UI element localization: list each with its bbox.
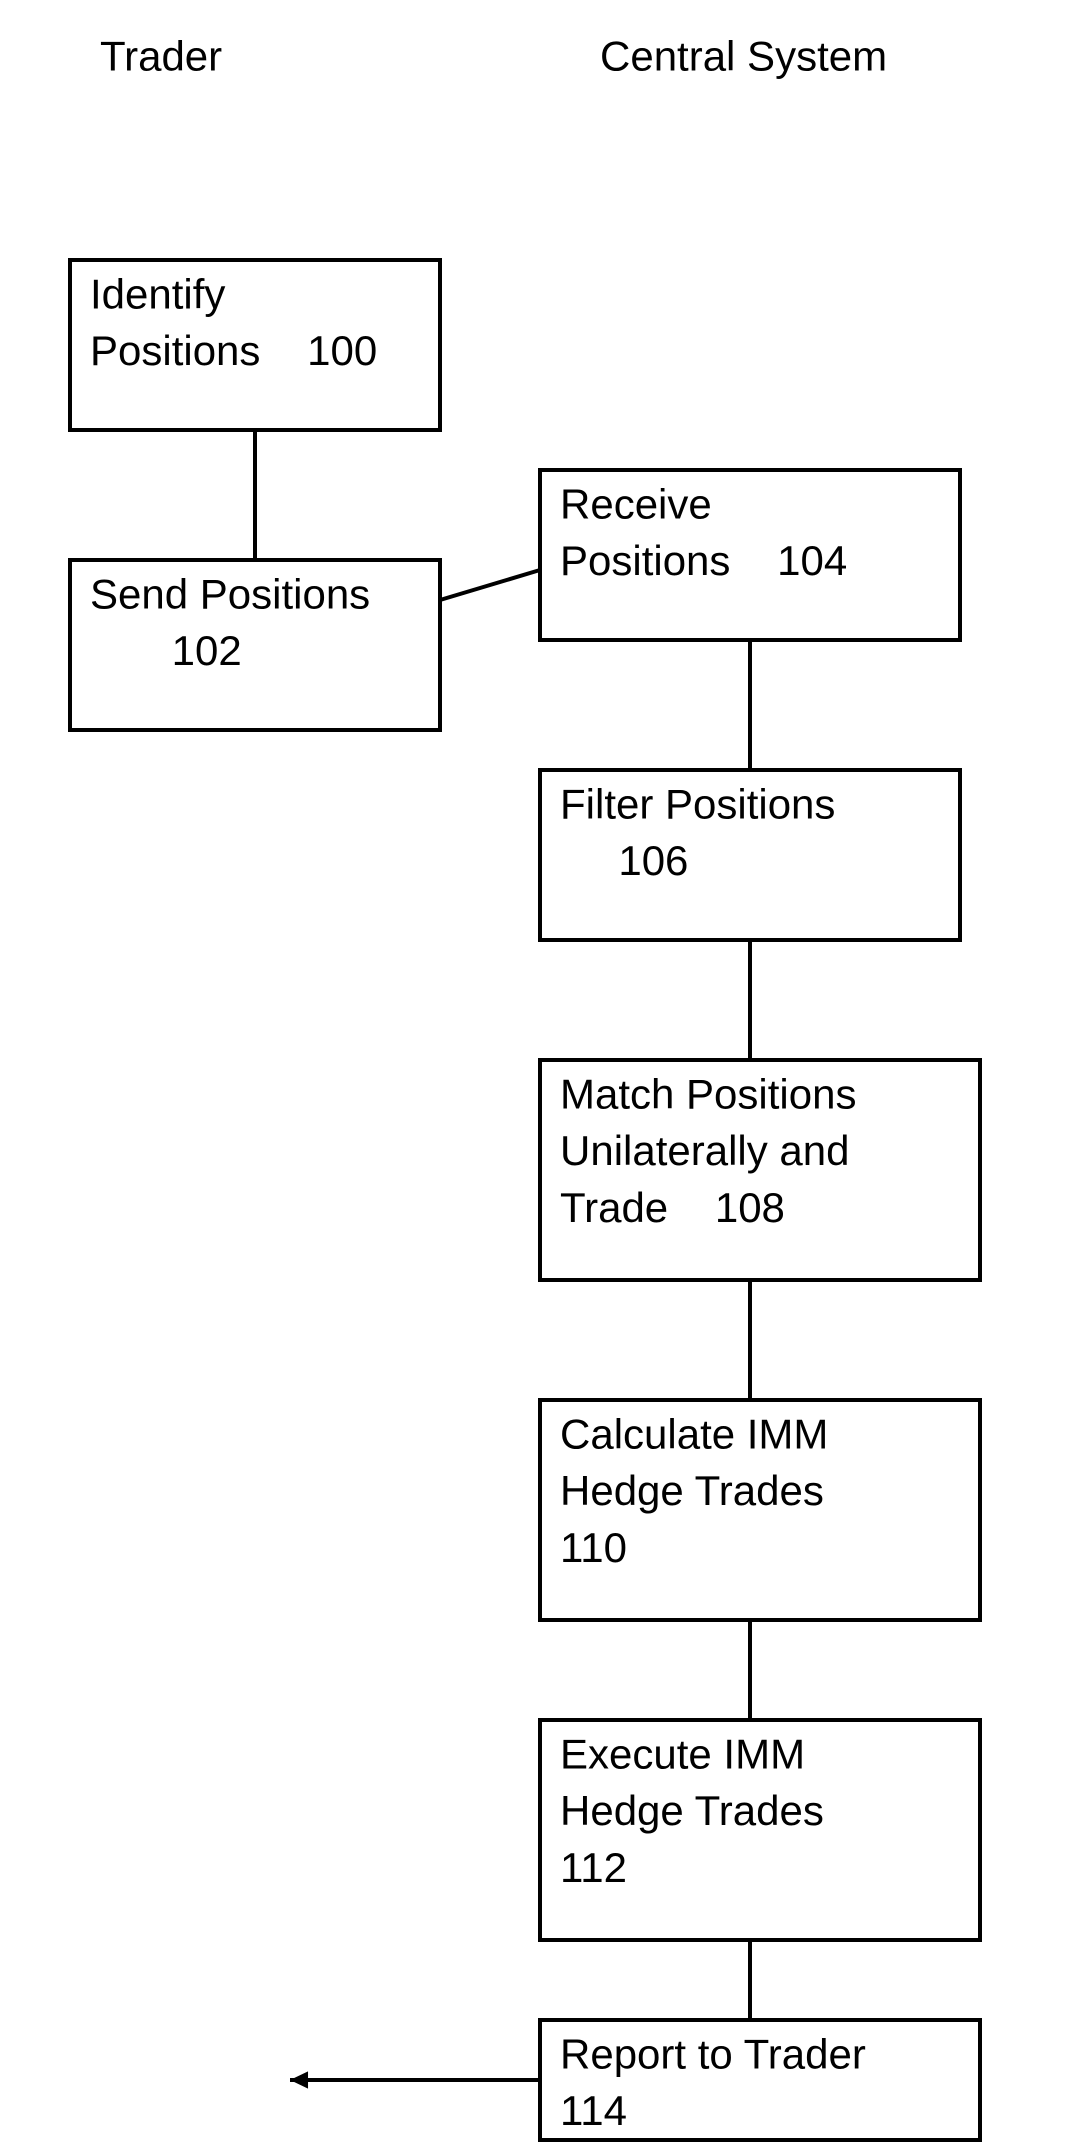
flow-node-label: Report to Trader (560, 2030, 866, 2077)
flow-node-label: Trade 108 (560, 1184, 785, 1231)
flow-node-n114: Report to Trader 114 (540, 2020, 980, 2140)
column-header-hdr-central: Central System (600, 32, 887, 79)
flow-node-label: Execute IMM (560, 1730, 805, 1777)
flow-node-n102: Send Positions 102 (70, 560, 440, 730)
flow-node-n100: Identify Positions 100 (70, 260, 440, 430)
flow-node-label: Hedge Trades (560, 1467, 824, 1514)
flow-node-label: Send Positions (90, 570, 370, 617)
flow-node-n106: Filter Positions 106 (540, 770, 960, 940)
flow-node-label: 112 (560, 1844, 627, 1891)
flow-node-label: 106 (560, 837, 688, 884)
flow-node-label: Identify (90, 270, 225, 317)
flow-node-label: 110 (560, 1524, 627, 1571)
column-header-hdr-trader: Trader (100, 32, 222, 79)
flow-node-label: Receive (560, 480, 712, 527)
flow-node-label: Match Positions (560, 1070, 856, 1117)
flow-node-n112: Execute IMM Hedge Trades 112 (540, 1720, 980, 1940)
flow-node-n104: Receive Positions 104 (540, 470, 960, 640)
flow-node-label: 114 (560, 2087, 627, 2134)
arrowhead-icon (290, 2071, 308, 2088)
flow-node-label: Positions 100 (90, 327, 377, 374)
flow-node-label: Hedge Trades (560, 1787, 824, 1834)
edge-n102-n104 (440, 570, 540, 600)
flow-node-label: Positions 104 (560, 537, 847, 584)
flow-node-label: Filter Positions (560, 780, 835, 827)
flow-node-label: Unilaterally and (560, 1127, 850, 1174)
flow-node-n110: Calculate IMM Hedge Trades 110 (540, 1400, 980, 1620)
flowchart-canvas: Trader Central System Identify Positions 10… (0, 0, 1090, 2144)
flow-node-label: Calculate IMM (560, 1410, 828, 1457)
flow-node-n108: Match Positions Unilaterally and Trade 108 (540, 1060, 980, 1280)
flow-node-label: 102 (90, 627, 242, 674)
